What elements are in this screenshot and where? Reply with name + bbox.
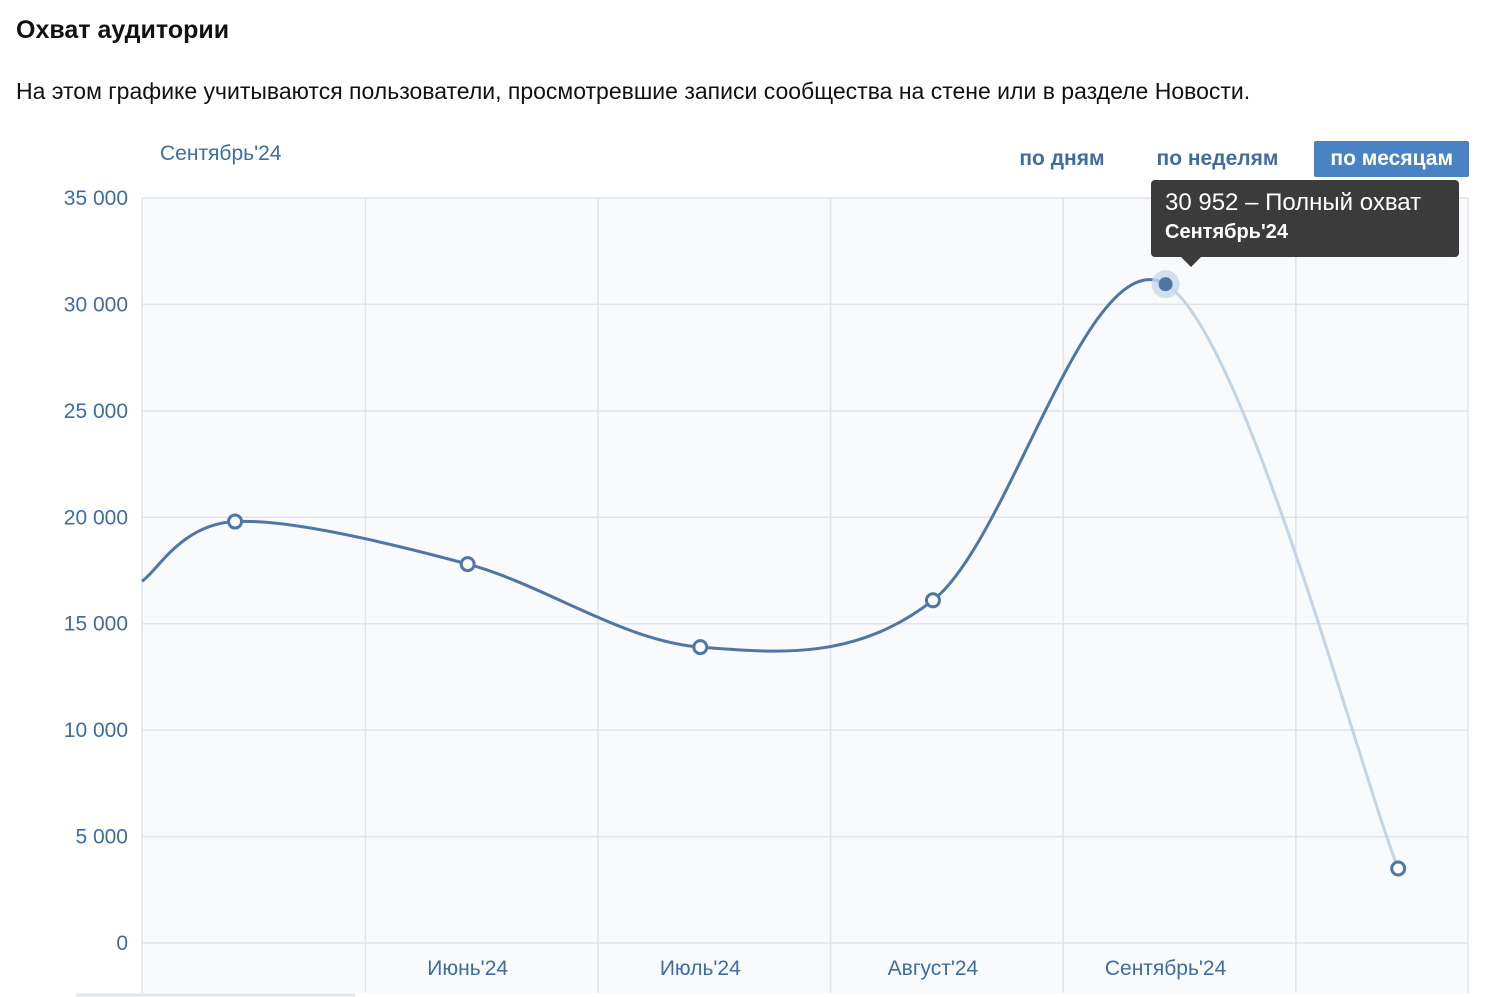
x-tick-label: Сентябрь'24 [1105,957,1227,980]
y-tick-label: 0 [116,932,128,955]
data-point[interactable] [459,556,476,573]
tab-by-days[interactable]: по дням [1019,147,1105,170]
chart-description: На этом графике учитываются пользователи… [16,78,1251,104]
horizontal-gridlines [142,197,1468,944]
data-tooltip: 30 952 – Полный охват Сентябрь'24 [1151,180,1459,267]
y-tick-label: 35 000 [64,187,128,210]
tab-by-weeks[interactable]: по неделям [1156,147,1279,170]
x-axis-ticks: Июнь'24 Июль'24 Август'24 Сентябрь'24 [427,957,1226,980]
granularity-tabs: по дням по неделям по месяцам [983,141,1469,177]
y-axis-ticks: 0 5 000 10 000 15 000 20 000 25 000 30 000 35 0… [64,187,128,955]
y-tick-label: 20 000 [64,506,128,529]
data-point[interactable] [227,513,244,530]
data-points [227,270,1407,877]
tooltip-period: Сентябрь'24 [1165,221,1288,243]
tooltip-value: 30 952 – Полный охват [1165,189,1422,216]
x-tick-label: Июнь'24 [427,957,508,980]
vertical-gridlines [141,198,1469,993]
y-tick-label: 15 000 [64,613,128,636]
y-tick-label: 30 000 [64,293,128,316]
current-period-label: Сентябрь'24 [160,142,282,165]
y-tick-label: 5 000 [75,826,128,849]
x-tick-label: Июль'24 [660,957,741,980]
data-point[interactable] [924,592,941,609]
y-tick-label: 25 000 [64,400,128,423]
data-point[interactable] [1390,860,1407,877]
x-tick-label: Август'24 [888,957,979,980]
plot-area [142,198,1468,993]
data-point[interactable] [692,639,709,656]
data-point-highlighted[interactable] [1158,277,1173,292]
series-line-faded [1164,282,1400,870]
tab-by-months[interactable]: по месяцам [1314,141,1469,177]
page-title: Охват аудитории [16,16,230,44]
y-tick-label: 10 000 [64,719,128,742]
